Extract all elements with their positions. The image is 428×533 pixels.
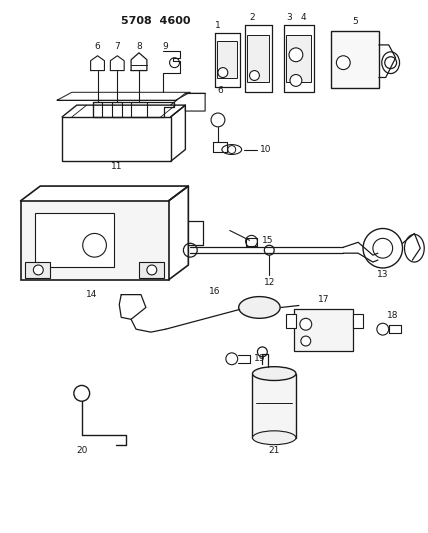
Bar bbox=[331, 31, 379, 88]
Circle shape bbox=[246, 236, 257, 247]
Text: 14: 14 bbox=[86, 290, 97, 299]
Bar bbox=[139, 262, 163, 278]
Bar bbox=[247, 35, 269, 83]
Text: 19: 19 bbox=[254, 354, 265, 364]
Circle shape bbox=[218, 68, 228, 77]
Ellipse shape bbox=[253, 431, 296, 445]
Text: 5: 5 bbox=[352, 17, 358, 26]
Circle shape bbox=[74, 385, 89, 401]
Text: 17: 17 bbox=[318, 295, 329, 304]
Text: 15: 15 bbox=[262, 236, 273, 245]
Circle shape bbox=[33, 265, 43, 275]
Bar bbox=[21, 201, 169, 280]
Bar bbox=[62, 117, 171, 161]
Circle shape bbox=[377, 323, 389, 335]
Text: 9: 9 bbox=[163, 43, 169, 51]
Text: 16: 16 bbox=[209, 287, 221, 296]
Circle shape bbox=[265, 245, 274, 255]
Ellipse shape bbox=[253, 367, 296, 381]
Circle shape bbox=[211, 113, 225, 127]
Text: 6: 6 bbox=[95, 43, 101, 51]
Text: 5708  4600: 5708 4600 bbox=[121, 16, 190, 26]
Text: 12: 12 bbox=[264, 278, 275, 287]
Circle shape bbox=[250, 70, 259, 80]
Circle shape bbox=[257, 347, 268, 357]
Circle shape bbox=[169, 58, 179, 68]
Bar bbox=[286, 35, 311, 83]
Circle shape bbox=[147, 265, 157, 275]
Circle shape bbox=[301, 336, 311, 346]
Bar bbox=[217, 41, 237, 78]
Text: 3: 3 bbox=[286, 13, 292, 22]
Text: 7: 7 bbox=[114, 43, 120, 51]
Text: 10: 10 bbox=[259, 145, 271, 154]
Text: 1: 1 bbox=[215, 21, 221, 30]
Text: 13: 13 bbox=[377, 270, 389, 279]
Circle shape bbox=[336, 56, 350, 70]
Circle shape bbox=[83, 233, 107, 257]
Text: 4: 4 bbox=[301, 13, 306, 22]
Text: 8: 8 bbox=[136, 43, 142, 51]
Text: 20: 20 bbox=[76, 446, 87, 455]
Circle shape bbox=[373, 238, 392, 258]
Bar bbox=[36, 213, 114, 267]
Bar bbox=[26, 262, 50, 278]
Bar bbox=[253, 374, 296, 438]
Ellipse shape bbox=[404, 235, 424, 262]
Text: 18: 18 bbox=[387, 311, 398, 320]
Circle shape bbox=[300, 318, 312, 330]
Circle shape bbox=[290, 75, 302, 86]
Text: 21: 21 bbox=[268, 446, 280, 455]
Ellipse shape bbox=[239, 296, 280, 318]
Ellipse shape bbox=[222, 144, 242, 155]
Text: 11: 11 bbox=[110, 162, 122, 171]
Bar bbox=[353, 314, 363, 328]
Text: 6: 6 bbox=[217, 86, 223, 95]
Circle shape bbox=[363, 229, 402, 268]
Circle shape bbox=[289, 48, 303, 62]
Circle shape bbox=[226, 353, 238, 365]
Circle shape bbox=[385, 56, 397, 69]
Bar bbox=[286, 314, 296, 328]
Circle shape bbox=[184, 243, 197, 257]
Text: 2: 2 bbox=[250, 13, 256, 22]
Circle shape bbox=[228, 146, 236, 154]
Bar bbox=[294, 310, 353, 351]
Ellipse shape bbox=[382, 52, 400, 74]
